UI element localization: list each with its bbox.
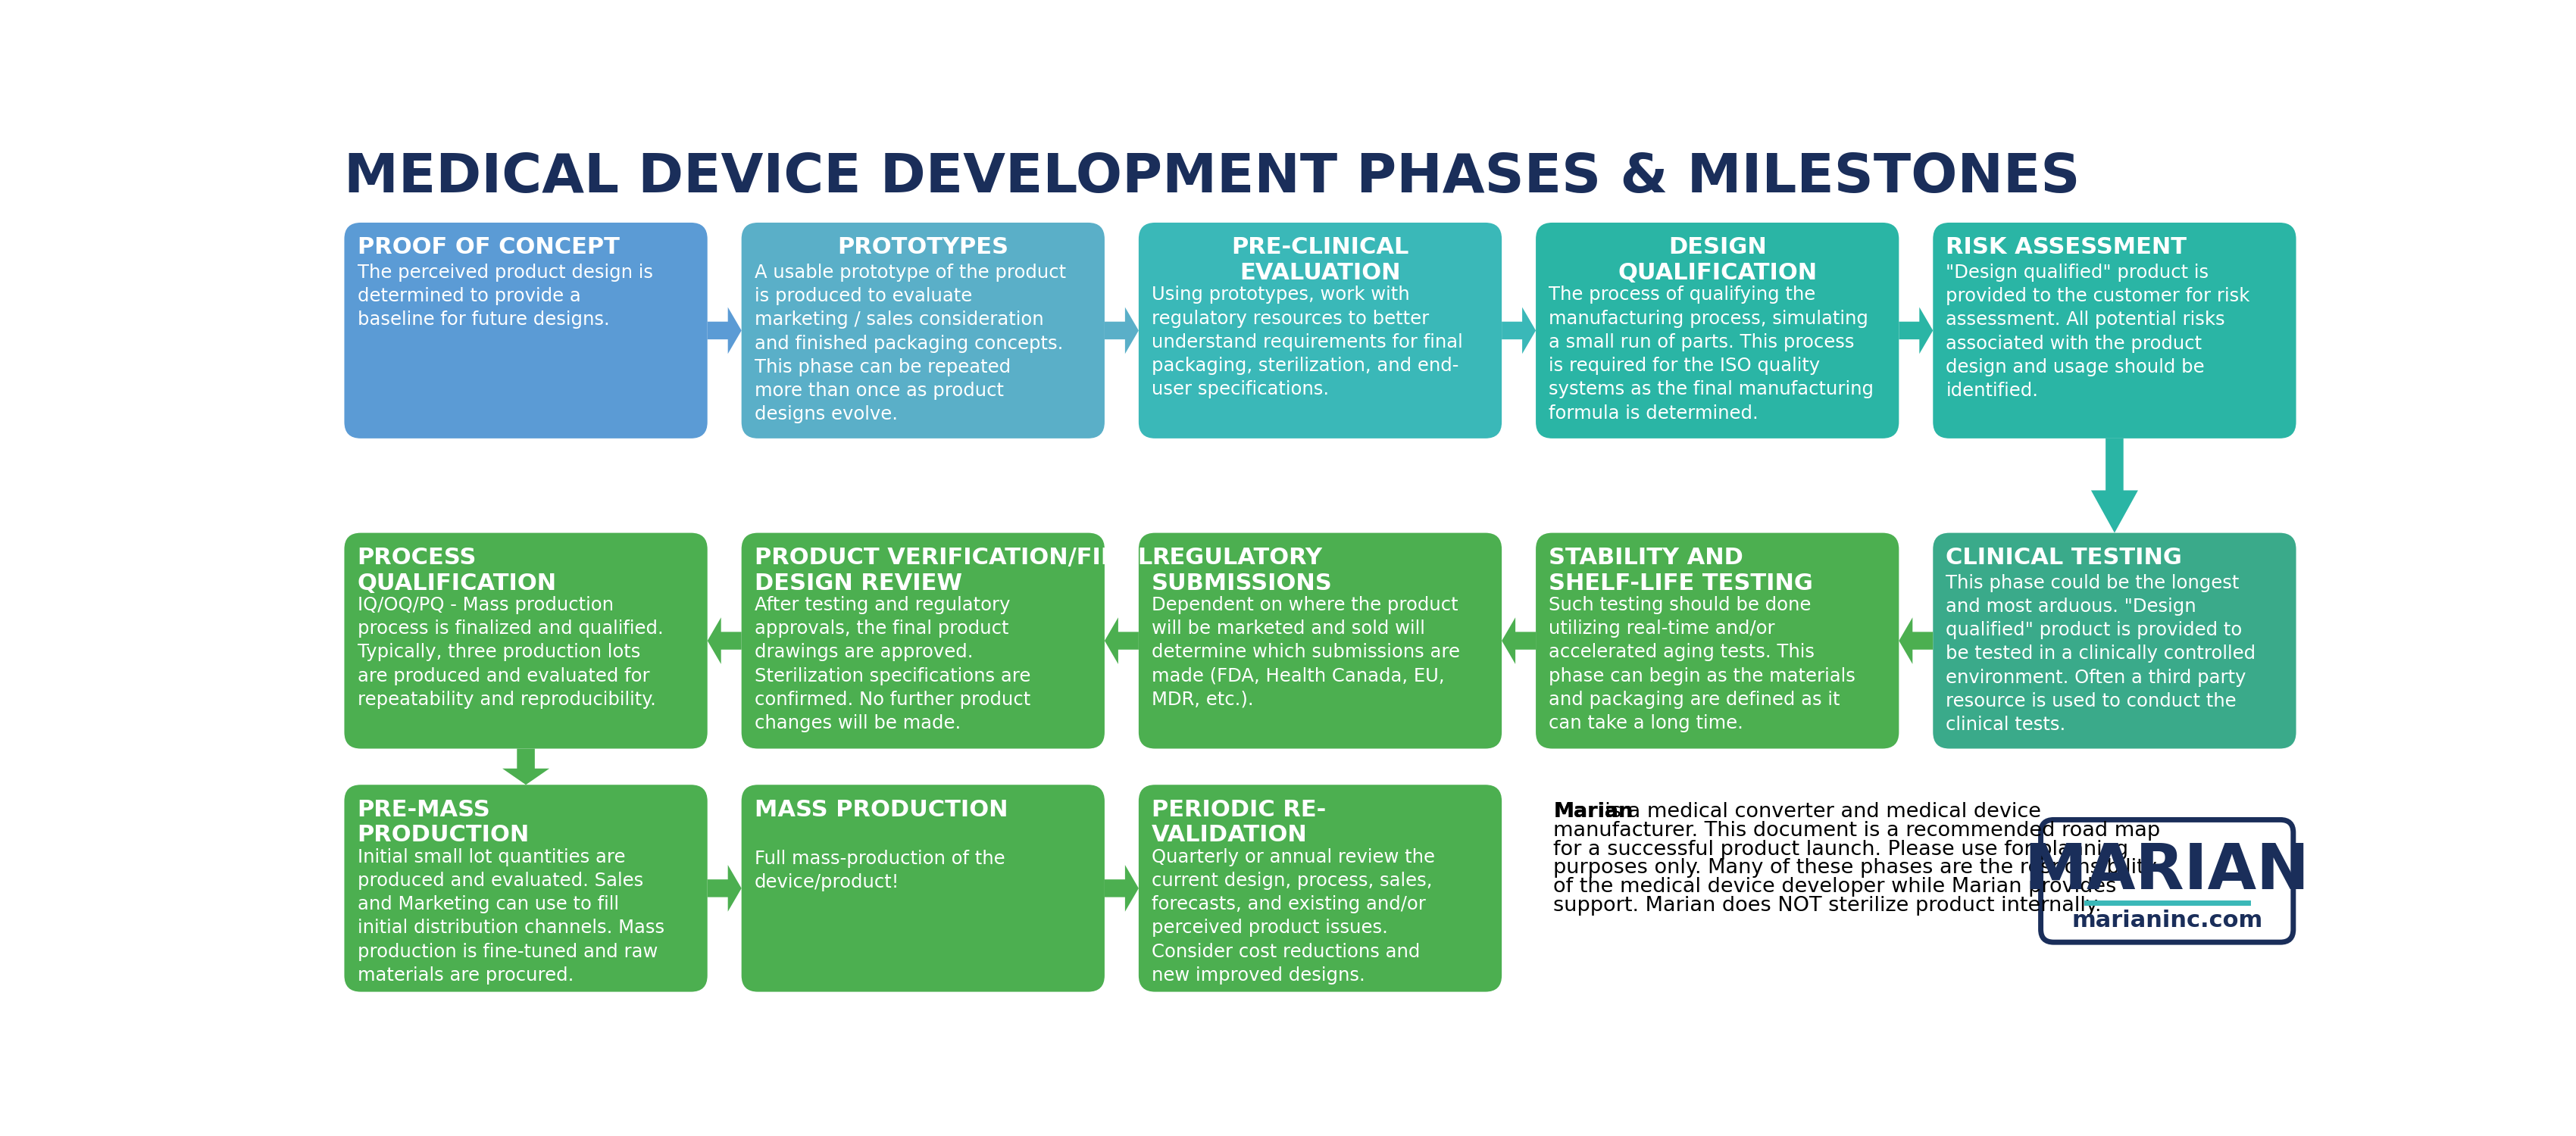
Text: Dependent on where the product
will be marketed and sold will
determine which su: Dependent on where the product will be m… (1151, 596, 1461, 709)
FancyBboxPatch shape (345, 533, 708, 749)
Text: Using prototypes, work with
regulatory resources to better
understand requiremen: Using prototypes, work with regulatory r… (1151, 286, 1463, 399)
FancyBboxPatch shape (1139, 785, 1502, 992)
Text: purposes only. Many of these phases are the responsibility: purposes only. Many of these phases are … (1553, 859, 2156, 878)
Text: PERIODIC RE-
VALIDATION: PERIODIC RE- VALIDATION (1151, 799, 1327, 846)
Polygon shape (1105, 864, 1139, 911)
Polygon shape (1502, 618, 1535, 665)
Text: of the medical device developer while Marian provides: of the medical device developer while Ma… (1553, 877, 2117, 896)
Polygon shape (1899, 618, 1932, 665)
FancyBboxPatch shape (345, 785, 708, 992)
FancyBboxPatch shape (2040, 820, 2293, 942)
FancyBboxPatch shape (742, 533, 1105, 749)
Text: RISK ASSESSMENT: RISK ASSESSMENT (1945, 236, 2187, 259)
Polygon shape (502, 749, 549, 785)
Text: Marian: Marian (1553, 802, 1633, 822)
Text: MASS PRODUCTION: MASS PRODUCTION (755, 799, 1007, 820)
Polygon shape (1105, 307, 1139, 353)
Text: manufacturer. This document is a recommended road map: manufacturer. This document is a recomme… (1553, 821, 2161, 841)
Text: MEDICAL DEVICE DEVELOPMENT PHASES & MILESTONES: MEDICAL DEVICE DEVELOPMENT PHASES & MILE… (345, 151, 2081, 203)
Text: This phase could be the longest
and most arduous. "Design
qualified" product is : This phase could be the longest and most… (1945, 574, 2257, 734)
Text: REGULATORY
SUBMISSIONS: REGULATORY SUBMISSIONS (1151, 546, 1332, 594)
Polygon shape (1502, 307, 1535, 353)
Text: The perceived product design is
determined to provide a
baseline for future desi: The perceived product design is determin… (358, 264, 652, 329)
Text: Such testing should be done
utilizing real-time and/or
accelerated aging tests. : Such testing should be done utilizing re… (1548, 596, 1855, 733)
Polygon shape (1899, 307, 1932, 353)
Text: Quarterly or annual review the
current design, process, sales,
forecasts, and ex: Quarterly or annual review the current d… (1151, 847, 1435, 985)
Text: A usable prototype of the product
is produced to evaluate
marketing / sales cons: A usable prototype of the product is pro… (755, 264, 1066, 424)
Text: MARIAN: MARIAN (2025, 841, 2311, 902)
Text: PRE-MASS
PRODUCTION: PRE-MASS PRODUCTION (358, 799, 531, 846)
Text: The process of qualifying the
manufacturing process, simulating
a small run of p: The process of qualifying the manufactur… (1548, 286, 1873, 423)
Polygon shape (1105, 618, 1139, 665)
Text: PRODUCT VERIFICATION/FINAL
DESIGN REVIEW: PRODUCT VERIFICATION/FINAL DESIGN REVIEW (755, 546, 1151, 594)
Text: PROCESS
QUALIFICATION: PROCESS QUALIFICATION (358, 546, 556, 594)
Text: PROTOTYPES: PROTOTYPES (837, 236, 1010, 259)
FancyBboxPatch shape (1139, 533, 1502, 749)
Text: After testing and regulatory
approvals, the final product
drawings are approved.: After testing and regulatory approvals, … (755, 596, 1030, 733)
Text: PROOF OF CONCEPT: PROOF OF CONCEPT (358, 236, 618, 259)
Text: CLINICAL TESTING: CLINICAL TESTING (1945, 546, 2182, 569)
Polygon shape (708, 307, 742, 353)
FancyBboxPatch shape (1932, 533, 2295, 749)
Text: IQ/OQ/PQ - Mass production
process is finalized and qualified.
Typically, three : IQ/OQ/PQ - Mass production process is fi… (358, 596, 662, 709)
FancyBboxPatch shape (742, 785, 1105, 992)
FancyBboxPatch shape (345, 223, 708, 438)
Text: STABILITY AND
SHELF-LIFE TESTING: STABILITY AND SHELF-LIFE TESTING (1548, 546, 1814, 594)
FancyBboxPatch shape (1932, 223, 2295, 438)
Polygon shape (708, 618, 742, 665)
Text: marianinc.com: marianinc.com (2071, 909, 2262, 932)
Polygon shape (2092, 438, 2138, 533)
FancyBboxPatch shape (1535, 533, 1899, 749)
Text: "Design qualified" product is
provided to the customer for risk
assessment. All : "Design qualified" product is provided t… (1945, 264, 2249, 400)
Text: Initial small lot quantities are
produced and evaluated. Sales
and Marketing can: Initial small lot quantities are produce… (358, 847, 665, 985)
Text: support. Marian does NOT sterilize product internally.: support. Marian does NOT sterilize produ… (1553, 895, 2102, 916)
Text: PRE-CLINICAL
EVALUATION: PRE-CLINICAL EVALUATION (1231, 236, 1409, 284)
FancyBboxPatch shape (742, 223, 1105, 438)
Text: DESIGN
QUALIFICATION: DESIGN QUALIFICATION (1618, 236, 1816, 284)
Polygon shape (708, 864, 742, 911)
Text: Full mass-production of the
device/product!: Full mass-production of the device/produ… (755, 826, 1005, 891)
FancyBboxPatch shape (1139, 223, 1502, 438)
Text: is a medical converter and medical device: is a medical converter and medical devic… (1592, 802, 2040, 822)
Text: for a successful product launch. Please use for planning: for a successful product launch. Please … (1553, 840, 2128, 859)
FancyBboxPatch shape (1535, 223, 1899, 438)
Text: Marian: Marian (1553, 802, 1633, 822)
